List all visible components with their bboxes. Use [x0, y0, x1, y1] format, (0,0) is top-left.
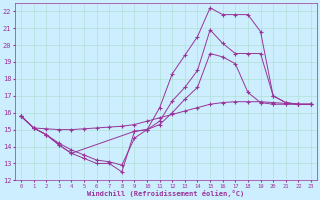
X-axis label: Windchill (Refroidissement éolien,°C): Windchill (Refroidissement éolien,°C)	[87, 190, 244, 197]
